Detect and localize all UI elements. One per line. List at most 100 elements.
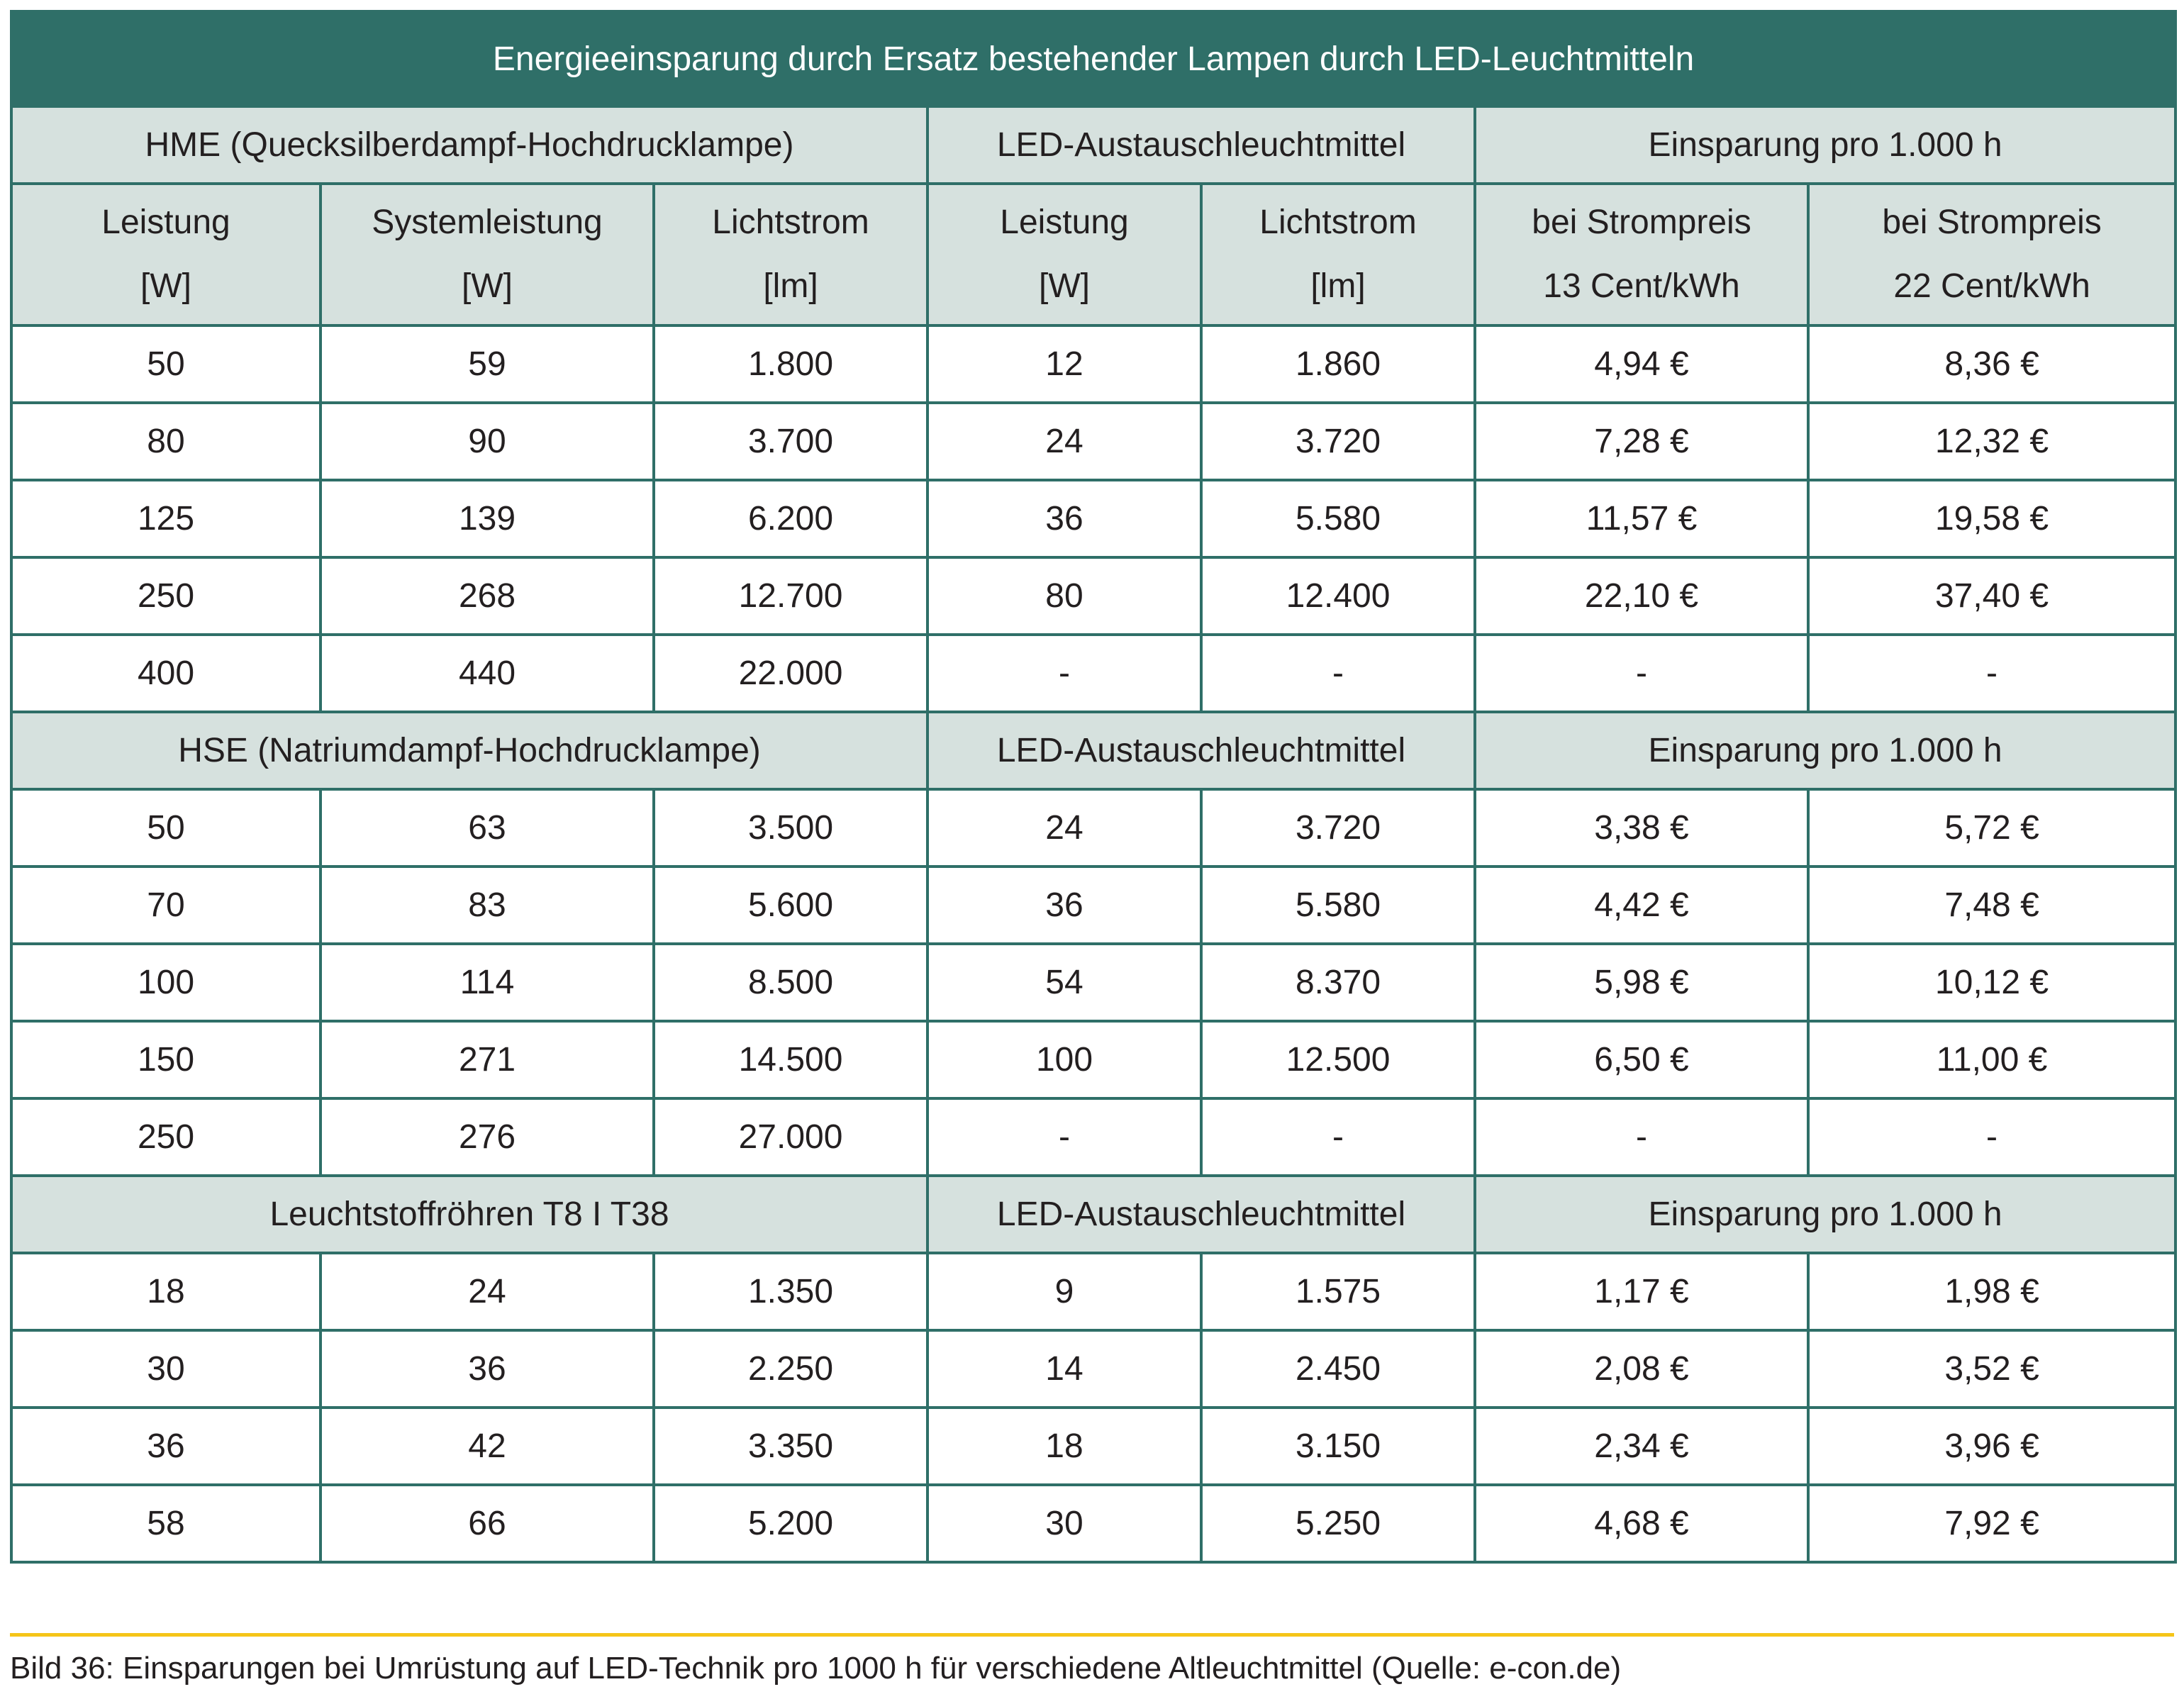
table-cell: 50 — [10, 788, 322, 868]
table-cell: 19,58 € — [1806, 479, 2178, 559]
table-cell: - — [1806, 1097, 2178, 1177]
table-cell: 7,92 € — [1806, 1483, 2178, 1564]
table-cell: - — [926, 633, 1203, 713]
table-cell: 276 — [319, 1097, 655, 1177]
table-cell: 3.720 — [1200, 788, 1476, 868]
table-cell: 5,72 € — [1806, 788, 2178, 868]
section-header-row: Leuchtstoffröhren T8 I T38 LED-Austausch… — [10, 1174, 2178, 1254]
table-cell: - — [926, 1097, 1203, 1177]
table-cell: 1.860 — [1200, 324, 1476, 404]
table-cell: 3.350 — [652, 1406, 929, 1486]
table-cell: 80 — [926, 556, 1203, 636]
lamp-type-header: HSE (Natriumdampf-Hochdrucklampe) — [10, 711, 929, 791]
table-row: 50 59 1.800 12 1.860 4,94 € 8,36 € — [10, 324, 2178, 404]
table-cell: 27.000 — [652, 1097, 929, 1177]
table-cell: 1.575 — [1200, 1252, 1476, 1332]
table-cell: 5.580 — [1200, 479, 1476, 559]
table-cell: 6.200 — [652, 479, 929, 559]
table-cell: 4,68 € — [1473, 1483, 1810, 1564]
table-cell: 2,08 € — [1473, 1329, 1810, 1409]
table-cell: 5.200 — [652, 1483, 929, 1564]
table-cell: 250 — [10, 556, 322, 636]
table-cell: 80 — [10, 401, 322, 481]
table-cell: 7,28 € — [1473, 401, 1810, 481]
table-cell: 50 — [10, 324, 322, 404]
table-cell: 22.000 — [652, 633, 929, 713]
table-cell: 3,52 € — [1806, 1329, 2178, 1409]
table-cell: 114 — [319, 942, 655, 1023]
lamp-type-header: HME (Quecksilberdampf-Hochdrucklampe) — [10, 105, 929, 185]
column-header-line1: bei Strompreis — [1882, 204, 2102, 241]
table-cell: 1.350 — [652, 1252, 929, 1332]
table-cell: 11,57 € — [1473, 479, 1810, 559]
table-title: Energieeinsparung durch Ersatz bestehend… — [9, 10, 2178, 108]
table-cell: 22,10 € — [1473, 556, 1810, 636]
table-cell: 12.500 — [1200, 1020, 1476, 1100]
table-cell: 66 — [319, 1483, 655, 1564]
table-cell: 2.250 — [652, 1329, 929, 1409]
table-cell: 42 — [319, 1406, 655, 1486]
column-header-lichtstrom: Lichtstrom [lm] — [652, 182, 929, 327]
table-row: 250 276 27.000 - - - - — [10, 1097, 2178, 1177]
savings-header: Einsparung pro 1.000 h — [1473, 711, 2178, 791]
column-header-line1: Lichtstrom — [712, 204, 869, 241]
column-header-unit: [lm] — [763, 267, 818, 305]
table-cell: 268 — [319, 556, 655, 636]
table-cell: 10,12 € — [1806, 942, 2178, 1023]
table-cell: 83 — [319, 865, 655, 945]
savings-header: Einsparung pro 1.000 h — [1473, 1174, 2178, 1254]
table-cell: 150 — [10, 1020, 322, 1100]
table-cell: 250 — [10, 1097, 322, 1177]
table-cell: 4,42 € — [1473, 865, 1810, 945]
column-header-led-lichtstrom: Lichtstrom [lm] — [1200, 182, 1476, 327]
table-cell: 24 — [319, 1252, 655, 1332]
column-header-unit: [lm] — [1310, 267, 1366, 305]
column-header-unit: [W] — [462, 267, 513, 305]
table-cell: 36 — [926, 865, 1203, 945]
table-cell: 36 — [926, 479, 1203, 559]
table-cell: 7,48 € — [1806, 865, 2178, 945]
column-header-row: Leistung [W] Systemleistung [W] Lichtstrom… — [10, 182, 2178, 327]
table-cell: 5.250 — [1200, 1483, 1476, 1564]
section-header-row: HSE (Natriumdampf-Hochdrucklampe) LED-Au… — [10, 711, 2178, 791]
table-cell: 9 — [926, 1252, 1203, 1332]
savings-header: Einsparung pro 1.000 h — [1473, 105, 2178, 185]
figure-caption: Bild 36: Einsparungen bei Umrüstung auf … — [10, 1651, 1622, 1686]
table-cell: 12,32 € — [1806, 401, 2178, 481]
column-header-unit: 22 Cent/kWh — [1893, 267, 2090, 305]
table-cell: 59 — [319, 324, 655, 404]
table-cell: 3,96 € — [1806, 1406, 2178, 1486]
table-cell: 125 — [10, 479, 322, 559]
table-row: 400 440 22.000 - - - - — [10, 633, 2178, 713]
table-row: 150 271 14.500 100 12.500 6,50 € 11,00 € — [10, 1020, 2178, 1100]
table-cell: 12.700 — [652, 556, 929, 636]
table-cell: 8.370 — [1200, 942, 1476, 1023]
led-replacement-header: LED-Austauschleuchtmittel — [926, 1174, 1476, 1254]
table-cell: 4,94 € — [1473, 324, 1810, 404]
table-row: 250 268 12.700 80 12.400 22,10 € 37,40 € — [10, 556, 2178, 636]
section-header-row: HME (Quecksilberdampf-Hochdrucklampe) LE… — [10, 105, 2178, 185]
table-cell: 3,38 € — [1473, 788, 1810, 868]
table-cell: - — [1473, 633, 1810, 713]
table-row: 80 90 3.700 24 3.720 7,28 € 12,32 € — [10, 401, 2178, 481]
table-cell: 2.450 — [1200, 1329, 1476, 1409]
table-cell: 2,34 € — [1473, 1406, 1810, 1486]
table-cell: - — [1473, 1097, 1810, 1177]
table-cell: 5.600 — [652, 865, 929, 945]
table-cell: 37,40 € — [1806, 556, 2178, 636]
table-cell: 8,36 € — [1806, 324, 2178, 404]
table-cell: 3.700 — [652, 401, 929, 481]
table-cell: 5.580 — [1200, 865, 1476, 945]
table-cell: 100 — [10, 942, 322, 1023]
table-cell: 11,00 € — [1806, 1020, 2178, 1100]
table-cell: 36 — [10, 1406, 322, 1486]
table-row: 58 66 5.200 30 5.250 4,68 € 7,92 € — [10, 1483, 2178, 1564]
table-cell: 14.500 — [652, 1020, 929, 1100]
table-cell: 30 — [926, 1483, 1203, 1564]
table-cell: 12 — [926, 324, 1203, 404]
table-title-row: Energieeinsparung durch Ersatz bestehend… — [9, 10, 2178, 108]
table-cell: 3.500 — [652, 788, 929, 868]
table-row: 125 139 6.200 36 5.580 11,57 € 19,58 € — [10, 479, 2178, 559]
table-row: 30 36 2.250 14 2.450 2,08 € 3,52 € — [10, 1329, 2178, 1409]
table-row: 100 114 8.500 54 8.370 5,98 € 10,12 € — [10, 942, 2178, 1023]
